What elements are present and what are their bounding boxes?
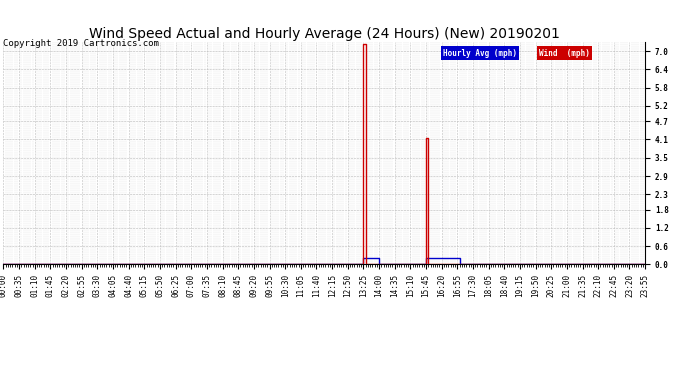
- Text: Hourly Avg (mph): Hourly Avg (mph): [443, 49, 517, 58]
- Title: Wind Speed Actual and Hourly Average (24 Hours) (New) 20190201: Wind Speed Actual and Hourly Average (24…: [89, 27, 560, 41]
- Text: Wind  (mph): Wind (mph): [540, 49, 590, 58]
- Text: Copyright 2019 Cartronics.com: Copyright 2019 Cartronics.com: [3, 39, 159, 48]
